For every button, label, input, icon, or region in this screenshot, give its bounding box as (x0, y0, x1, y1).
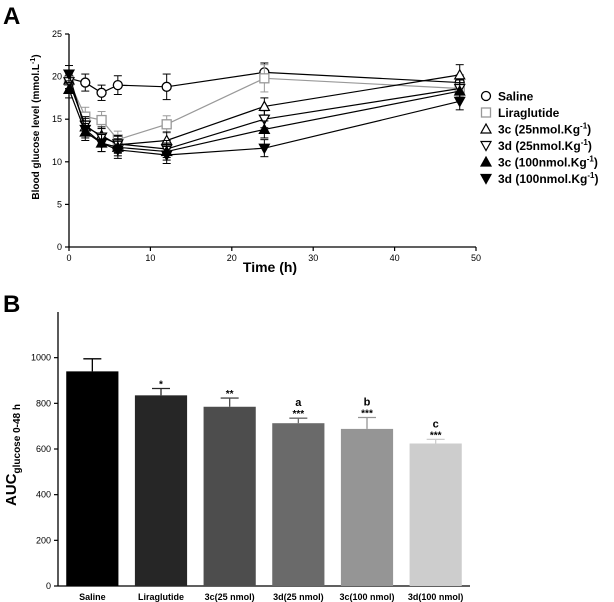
data-point-3c-25nmol-kg-1 (453, 68, 466, 80)
panel-b-letter: B (3, 291, 20, 318)
bar-group: 3c(100 nmol) ***b (339, 396, 394, 602)
legend-marker (480, 90, 492, 102)
panel-b-bars: Saline Liraglutide * 3c(25 nmol) ** 3d(25 nmo… (66, 358, 464, 602)
panel-b-ylabel: AUCglucose 0-48 h (3, 404, 23, 506)
significance-stars: *** (361, 408, 373, 419)
significance-stars: *** (292, 409, 304, 420)
bar (409, 443, 462, 586)
legend-label: 3c (100nmol.Kg-1) (498, 155, 598, 170)
significance-stars: *** (430, 430, 442, 441)
panel-b-y-tick-label: 600 (36, 444, 51, 454)
panel-a-y-tick-label: 25 (52, 29, 62, 39)
data-point-saline (96, 87, 107, 98)
legend-marker (479, 173, 493, 185)
significance-stars: ** (226, 389, 234, 400)
bar (272, 423, 325, 586)
panel-a-x-tick-label: 20 (227, 253, 237, 263)
bar-category-label: Liraglutide (138, 592, 184, 602)
data-point-liraglutide (259, 73, 270, 84)
panel-a-y-tick-label: 20 (52, 72, 62, 82)
series-3d-100nmol-kg-1 (62, 65, 466, 165)
bar-group: Saline (66, 358, 119, 602)
data-point-3d-25nmol-kg-1 (258, 114, 271, 126)
legend-label: 3d (25nmol.Kg-1) (498, 138, 592, 153)
legend-label: Liraglutide (498, 106, 560, 120)
bar (134, 395, 188, 586)
panel-a-y-tick-label: 15 (52, 114, 62, 124)
panel-a-series (62, 62, 466, 165)
data-point-liraglutide (161, 119, 172, 130)
panel-a-x-tick-label: 40 (390, 253, 400, 263)
panel-b-y-tick-label: 0 (46, 581, 51, 591)
panel-b-y-tick-label: 1000 (31, 353, 51, 363)
panel-b-y-tick-label: 400 (36, 490, 51, 500)
bar (340, 428, 394, 586)
significance-letter: c (433, 418, 439, 430)
data-point-3d-100nmol-kg-1 (258, 143, 271, 155)
bar-category-label: 3c(100 nmol) (339, 592, 394, 602)
bar-category-label: 3d(100 nmol) (408, 592, 464, 602)
data-point-3d-100nmol-kg-1 (62, 69, 76, 81)
panel-b-y-tick-label: 800 (36, 398, 51, 408)
panel-a-letter: A (3, 3, 20, 30)
legend-marker (480, 107, 492, 118)
data-point-3d-100nmol-kg-1 (95, 138, 108, 150)
bar-group: Liraglutide * (134, 379, 188, 602)
data-point-3d-100nmol-kg-1 (160, 150, 173, 162)
bar-group: 3d(25 nmol) ***a (272, 397, 325, 602)
data-point-saline (161, 81, 172, 92)
bar (66, 371, 119, 586)
bar-group: 3d(100 nmol) ***c (408, 418, 464, 602)
bar-category-label: 3d(25 nmol) (273, 592, 324, 602)
significance-letter: a (295, 397, 302, 409)
bar-group: 3c(25 nmol) ** (203, 389, 256, 602)
data-point-saline (80, 77, 91, 88)
panel-a-legend: Saline Liraglutide 3c (25nmol.Kg-1)3d (25n… (479, 90, 598, 186)
panel-a-y-tick-label: 10 (52, 157, 62, 167)
data-point-3d-100nmol-kg-1 (79, 124, 92, 136)
panel-a-y-tick-label: 0 (57, 242, 62, 252)
data-point-saline (112, 79, 123, 91)
legend-marker (479, 155, 493, 167)
significance-stars: * (159, 379, 163, 390)
panel-a-x-tick-label: 10 (145, 253, 155, 263)
legend-label: Saline (498, 90, 534, 104)
panel-a-x-tick-label: 30 (308, 253, 318, 263)
panel-a-axes: 0 5 10 15 20 25 0 10 20 30 40 50 (52, 29, 481, 263)
data-point-3d-100nmol-kg-1 (111, 145, 124, 157)
panel-a-ylabel: Blood glucose level (mmol.L-1) (30, 54, 42, 199)
panel-b-axes: 0 200 400 600 800 1000 (31, 312, 470, 591)
panel-b-y-tick-label: 200 (36, 535, 51, 545)
data-point-3d-100nmol-kg-1 (453, 96, 466, 108)
panel-a-xlabel: Time (h) (243, 259, 297, 275)
data-point-3c-100nmol-kg-1 (62, 83, 76, 94)
panel-a-x-tick-label: 0 (66, 253, 71, 263)
legend-label: 3c (25nmol.Kg-1) (498, 122, 591, 137)
bar-category-label: Saline (79, 592, 106, 602)
bar-category-label: 3c(25 nmol) (205, 592, 255, 602)
legend-marker (479, 122, 493, 134)
legend-label: 3d (100nmol.Kg-1) (498, 171, 598, 186)
panel-a-y-tick-label: 5 (57, 199, 62, 209)
data-point-3c-100nmol-kg-1 (258, 123, 271, 135)
data-point-liraglutide (96, 114, 107, 126)
panel-a-x-tick-label: 50 (471, 253, 481, 263)
significance-letter: b (364, 396, 371, 408)
legend-marker (479, 140, 493, 152)
bar (203, 406, 256, 586)
